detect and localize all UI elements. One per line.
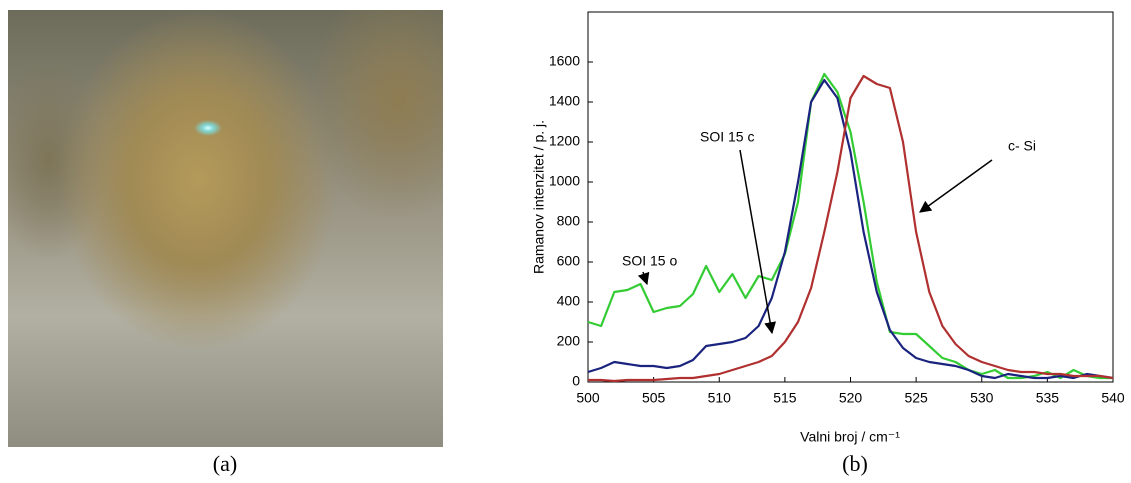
y-tick-label: 1000 (549, 173, 580, 189)
x-tick-label: 520 (839, 390, 863, 406)
annotation-arrow (919, 159, 993, 213)
x-tick-label: 525 (904, 390, 928, 406)
x-tick-label: 505 (642, 390, 666, 406)
x-tick-label: 530 (970, 390, 994, 406)
x-tick-label: 540 (1101, 390, 1125, 406)
x-tick-label: 500 (576, 390, 600, 406)
y-tick-label: 0 (572, 373, 580, 389)
y-axis-label: Ramanov intenzitet / p. j. (531, 120, 547, 274)
y-tick-label: 800 (557, 213, 581, 229)
y-tick-label: 600 (557, 253, 581, 269)
x-tick-label: 515 (773, 390, 797, 406)
annotation: SOI 15 c (700, 129, 754, 145)
photo (8, 10, 443, 447)
plot-frame (587, 11, 1114, 383)
caption: (b) (842, 451, 868, 476)
y-tick-label: 1600 (549, 53, 580, 69)
series-line (587, 78, 1114, 380)
y-tick-label: 1200 (549, 133, 580, 149)
y-tick-label: 200 (557, 333, 581, 349)
series-line (587, 72, 1113, 380)
x-tick-label: 535 (1036, 390, 1060, 406)
caption: (a) (213, 451, 237, 476)
y-tick-label: 400 (557, 293, 581, 309)
annotation-arrow (637, 271, 650, 286)
annotation-arrow (739, 149, 777, 335)
annotation: SOI 15 o (622, 253, 677, 269)
x-tick-label: 510 (708, 390, 732, 406)
series-line (588, 74, 1114, 383)
x-axis-label: Valni broj / cm⁻¹ (800, 429, 900, 445)
annotation: c- Si (1008, 138, 1036, 154)
y-tick-label: 1400 (549, 93, 580, 109)
